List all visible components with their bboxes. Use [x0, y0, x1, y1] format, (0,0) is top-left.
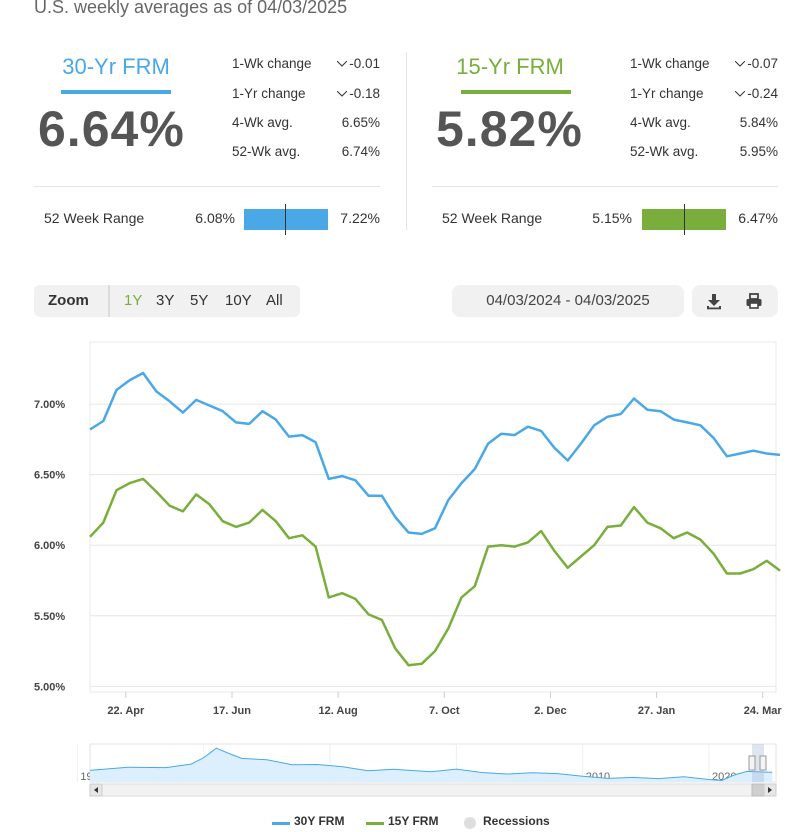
frm15-stat-label: 1-Wk change — [630, 56, 710, 71]
scrollbar-thumb — [751, 783, 765, 797]
navigator-scrollbar — [89, 783, 777, 797]
series-line-30y-frm — [89, 371, 781, 536]
x-tick-label: 24. Mar — [744, 705, 783, 717]
frm15-range-marker — [684, 204, 685, 235]
plot-area — [89, 341, 777, 693]
zoom-bar: Zoom 1Y 3Y 5Y 10Y All — [34, 285, 300, 317]
divider — [34, 186, 380, 187]
frm30-rate: 6.64% — [38, 101, 185, 157]
navigator-area — [90, 748, 773, 782]
frm15-range-label: 52 Week Range — [442, 210, 543, 226]
zoom-10y-button[interactable]: 10Y — [225, 292, 252, 309]
frm30-1wk-value: -0.01 — [349, 56, 380, 71]
zoom-label: Zoom — [48, 292, 89, 309]
frm30-range-label: 52 Week Range — [44, 210, 145, 226]
x-tick-label: 7. Oct — [429, 705, 460, 717]
legend-label-15y: 15Y FRM — [388, 814, 439, 828]
rate-line-chart[interactable]: 5.00% 5.50% 6.00% 6.50% 7.00% 22. Apr 17. Jun 1… — [0, 330, 800, 730]
y-tick-label: 6.50% — [34, 470, 65, 482]
chevron-down-icon — [337, 91, 348, 98]
x-tick-label: 12. Aug — [318, 705, 357, 717]
zoom-separator — [108, 285, 110, 317]
frm15-stat-value: -0.07 — [735, 56, 778, 71]
navigator-line — [89, 747, 773, 782]
chevron-right-icon — [768, 787, 772, 793]
series-line-15y-frm — [89, 477, 781, 667]
x-tick-label: 2. Dec — [534, 705, 566, 717]
frm15-4wk-value: 5.84% — [739, 115, 778, 130]
frm15-rate: 5.82% — [436, 101, 583, 157]
x-tick-label: 17. Jun — [213, 705, 251, 717]
frm15-stat-label: 52-Wk avg. — [630, 144, 699, 159]
frm30-range-marker — [285, 204, 286, 235]
frm30-1yr-value: -0.18 — [349, 86, 380, 101]
frm15-range-max: 6.47% — [738, 210, 778, 226]
frm30-4wk-value: 6.65% — [341, 115, 380, 130]
x-tick-label: 27. Jan — [638, 705, 676, 717]
frm15-1wk-value: -0.07 — [747, 56, 778, 71]
navigator-handle-right — [759, 755, 767, 771]
frm30-title: 30-Yr FRM — [62, 54, 170, 79]
frm30-range-min: 6.08% — [195, 210, 235, 226]
frm30-52wk-value: 6.74% — [341, 144, 380, 159]
frm30-stat-value: -0.01 — [337, 56, 380, 71]
y-tick-label: 6.00% — [34, 540, 65, 552]
frm30-stat-label: 52-Wk avg. — [232, 144, 301, 159]
legend-swatch-15y — [366, 822, 384, 825]
navigator-selection — [752, 744, 764, 782]
legend-swatch-30y — [272, 822, 290, 825]
chart-legend: 30Y FRM 15Y FRM Recessions — [0, 814, 800, 832]
export-toolbar — [692, 285, 778, 317]
frm15-range-min: 5.15% — [592, 210, 632, 226]
x-tick-label: 22. Apr — [107, 705, 145, 717]
legend-swatch-recessions — [464, 817, 476, 829]
frm15-panel: 15-Yr FRM 5.82% 1-Wk change -0.07 1-Yr c… — [432, 48, 778, 238]
frm15-52wk-value: 5.95% — [739, 144, 778, 159]
zoom-3y-button[interactable]: 3Y — [156, 292, 175, 309]
y-tick-label: 7.00% — [34, 399, 65, 411]
frm30-stat-label: 1-Yr change — [232, 86, 306, 101]
frm30-stat-value: -0.18 — [337, 86, 380, 101]
frm15-title-underline — [461, 90, 571, 94]
frm15-stat-label: 1-Yr change — [630, 86, 704, 101]
chevron-down-icon — [337, 61, 348, 68]
frm30-range-max: 7.22% — [340, 210, 380, 226]
chevron-left-icon — [94, 787, 98, 793]
frm15-title: 15-Yr FRM — [456, 54, 564, 79]
frm15-stat-value: -0.24 — [735, 86, 778, 101]
frm15-1yr-value: -0.24 — [747, 86, 778, 101]
frm15-stat-label: 4-Wk avg. — [630, 115, 691, 130]
frm30-title-underline — [61, 90, 171, 94]
zoom-all-button[interactable]: All — [266, 292, 283, 309]
frm30-stat-label: 4-Wk avg. — [232, 115, 293, 130]
legend-label-recessions: Recessions — [483, 814, 550, 828]
chevron-down-icon — [735, 91, 746, 98]
frm15-range-bar — [642, 204, 726, 235]
zoom-1y-button[interactable]: 1Y — [124, 292, 143, 309]
chevron-down-icon — [735, 61, 746, 68]
frm30-stat-label: 1-Wk change — [232, 56, 312, 71]
frm30-range-bar — [244, 204, 328, 235]
date-range-input[interactable]: 04/03/2024 - 04/03/2025 — [452, 285, 684, 317]
subtitle: U.S. weekly averages as of 04/03/2025 — [34, 0, 348, 17]
zoom-5y-button[interactable]: 5Y — [190, 292, 209, 309]
download-icon[interactable] — [704, 291, 724, 311]
y-tick-label: 5.50% — [34, 611, 65, 623]
legend-label-30y: 30Y FRM — [294, 814, 345, 828]
print-icon[interactable] — [744, 291, 764, 311]
range-navigator[interactable]: 197019801990200020102020 — [0, 738, 800, 802]
navigator-handle-left — [748, 755, 756, 771]
divider — [432, 186, 778, 187]
y-tick-label: 5.00% — [34, 681, 65, 693]
frm30-panel: 30-Yr FRM 6.64% 1-Wk change -0.01 1-Yr c… — [34, 48, 380, 238]
panel-divider — [406, 52, 407, 230]
